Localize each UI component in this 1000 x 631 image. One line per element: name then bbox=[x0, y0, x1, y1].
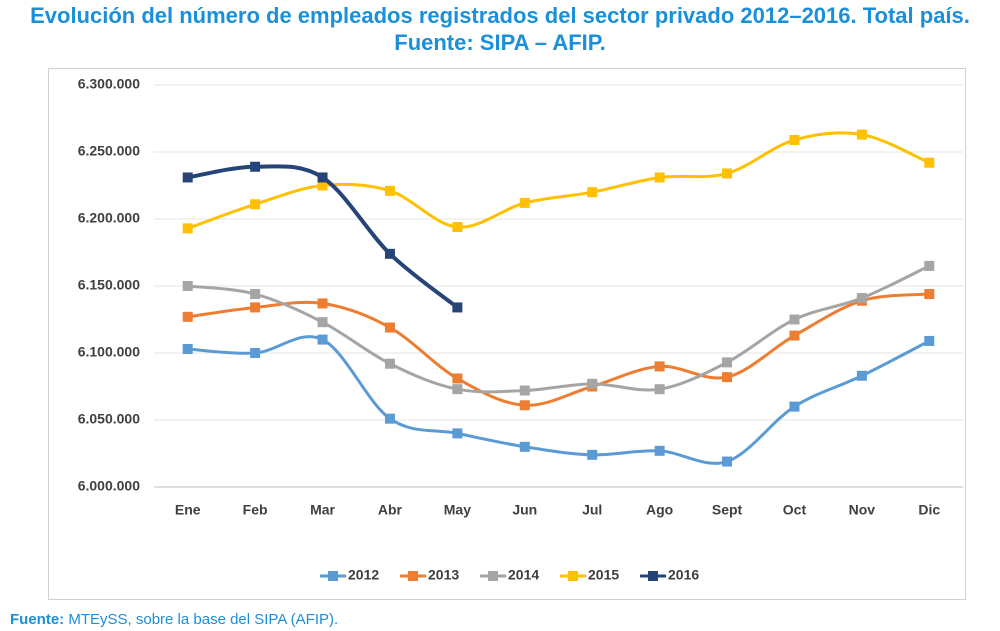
marker bbox=[856, 293, 867, 304]
marker bbox=[452, 428, 463, 439]
marker bbox=[452, 222, 463, 233]
marker bbox=[384, 358, 395, 369]
marker bbox=[856, 370, 867, 381]
marker bbox=[317, 334, 328, 345]
y-tick-label: 6.050.000 bbox=[78, 411, 140, 427]
marker bbox=[587, 378, 598, 389]
marker bbox=[452, 384, 463, 395]
marker bbox=[250, 289, 261, 300]
x-tick-label: Ago bbox=[646, 502, 673, 518]
legend-label: 2013 bbox=[428, 567, 459, 583]
x-tick-label: Mar bbox=[310, 502, 335, 518]
y-tick-label: 6.200.000 bbox=[78, 210, 140, 226]
marker bbox=[250, 161, 261, 172]
marker bbox=[654, 445, 665, 456]
x-tick-label: Feb bbox=[243, 502, 268, 518]
legend-label: 2014 bbox=[508, 567, 539, 583]
chart-title: Evolución del número de empleados regist… bbox=[30, 3, 970, 55]
marker bbox=[789, 314, 800, 325]
marker bbox=[182, 281, 193, 291]
marker bbox=[722, 456, 733, 467]
x-tick-label: Sept bbox=[712, 502, 743, 518]
marker bbox=[654, 172, 665, 183]
marker bbox=[317, 298, 328, 309]
legend-marker bbox=[568, 571, 578, 581]
marker bbox=[452, 373, 463, 384]
marker bbox=[722, 372, 733, 383]
marker bbox=[789, 401, 800, 412]
marker bbox=[182, 311, 193, 322]
source-text: MTEySS, sobre la base del SIPA (AFIP). bbox=[68, 611, 339, 628]
x-tick-label: Abr bbox=[378, 502, 403, 518]
marker bbox=[789, 134, 800, 145]
y-tick-label: 6.300.000 bbox=[78, 76, 140, 92]
series-line bbox=[187, 131, 930, 230]
marker bbox=[519, 385, 530, 396]
marker bbox=[789, 330, 800, 341]
marker bbox=[924, 289, 935, 300]
marker bbox=[250, 302, 261, 313]
x-tick-label: Jul bbox=[582, 502, 602, 518]
legend-marker bbox=[488, 571, 498, 581]
chart-frame bbox=[48, 68, 966, 600]
x-tick-label: Jun bbox=[512, 502, 537, 518]
y-tick-label: 6.150.000 bbox=[78, 277, 140, 293]
marker bbox=[924, 260, 935, 271]
marker bbox=[519, 400, 530, 411]
marker bbox=[924, 335, 935, 346]
marker bbox=[924, 157, 935, 168]
x-tick-label: Nov bbox=[849, 502, 876, 518]
source: Fuente: MTEySS, sobre la base del SIPA (… bbox=[10, 611, 338, 628]
marker bbox=[384, 413, 395, 424]
marker bbox=[384, 185, 395, 196]
legend-label: 2016 bbox=[668, 567, 699, 583]
marker bbox=[722, 168, 733, 179]
marker bbox=[250, 199, 261, 210]
x-tick-label: Dic bbox=[918, 502, 940, 518]
marker bbox=[856, 129, 867, 140]
y-tick-label: 6.250.000 bbox=[78, 143, 140, 159]
legend-label: 2015 bbox=[588, 567, 619, 583]
legend-marker bbox=[408, 571, 418, 581]
marker bbox=[182, 172, 193, 183]
marker bbox=[182, 343, 193, 354]
marker bbox=[317, 172, 328, 183]
y-tick-label: 6.000.000 bbox=[78, 478, 140, 494]
marker bbox=[317, 317, 328, 328]
marker bbox=[519, 441, 530, 452]
legend-marker bbox=[328, 571, 338, 581]
source-label: Fuente: bbox=[10, 611, 65, 628]
marker bbox=[250, 348, 261, 358]
marker bbox=[384, 322, 395, 333]
marker bbox=[722, 357, 733, 368]
y-tick-label: 6.100.000 bbox=[78, 344, 140, 360]
marker bbox=[587, 449, 598, 460]
legend-marker bbox=[648, 571, 658, 581]
x-tick-label: Ene bbox=[175, 502, 201, 518]
marker bbox=[384, 248, 395, 259]
marker bbox=[182, 223, 193, 234]
series-line bbox=[187, 264, 930, 394]
marker bbox=[654, 361, 665, 372]
x-tick-label: May bbox=[444, 502, 471, 518]
marker bbox=[452, 302, 463, 313]
marker bbox=[587, 187, 598, 198]
legend-label: 2012 bbox=[348, 567, 379, 583]
marker bbox=[317, 180, 328, 191]
x-tick-label: Oct bbox=[783, 502, 807, 518]
marker bbox=[519, 197, 530, 208]
marker bbox=[654, 384, 665, 395]
